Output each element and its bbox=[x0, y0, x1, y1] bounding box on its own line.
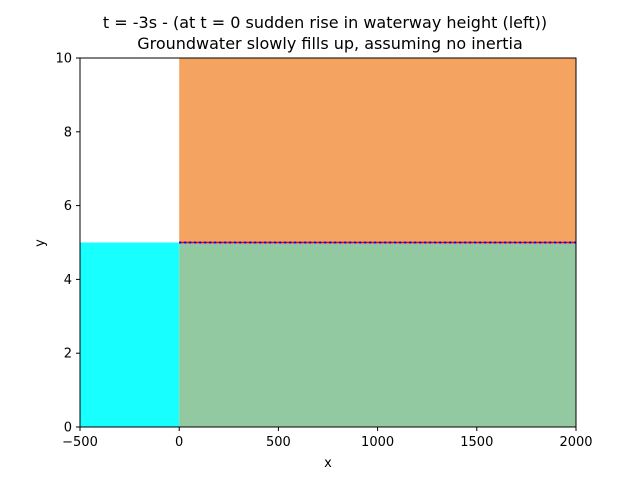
y-ticks-group: 0 2 4 6 8 10 bbox=[55, 52, 80, 436]
x-tick-label: 1500 bbox=[460, 435, 493, 450]
y-axis-label: y bbox=[33, 239, 48, 247]
region-saturated-soil bbox=[179, 242, 576, 427]
y-tick-label: 2 bbox=[64, 347, 72, 362]
x-tick-label: 500 bbox=[266, 435, 291, 450]
x-tick-label: 2000 bbox=[559, 435, 592, 450]
y-tick-label: 6 bbox=[64, 199, 72, 214]
x-axis-label: x bbox=[324, 456, 332, 471]
x-ticks-group: −500 0 500 1000 1500 2000 bbox=[62, 427, 593, 450]
region-waterway bbox=[80, 242, 180, 427]
region-dry-soil bbox=[179, 58, 576, 243]
x-tick-label: −500 bbox=[62, 435, 98, 450]
x-tick-label: 1000 bbox=[361, 435, 394, 450]
regions-group bbox=[80, 58, 576, 427]
y-tick-label: 4 bbox=[64, 273, 72, 288]
y-tick-label: 10 bbox=[55, 52, 72, 67]
axes-frame bbox=[79, 57, 577, 428]
x-tick-label: 0 bbox=[175, 435, 183, 450]
chart-title-line-2: Groundwater slowly fills up, assuming no… bbox=[137, 34, 523, 53]
y-tick-label: 0 bbox=[64, 421, 72, 436]
y-tick-label: 8 bbox=[64, 125, 72, 140]
chart-title-line-1: t = -3s - (at t = 0 sudden rise in water… bbox=[103, 13, 547, 32]
